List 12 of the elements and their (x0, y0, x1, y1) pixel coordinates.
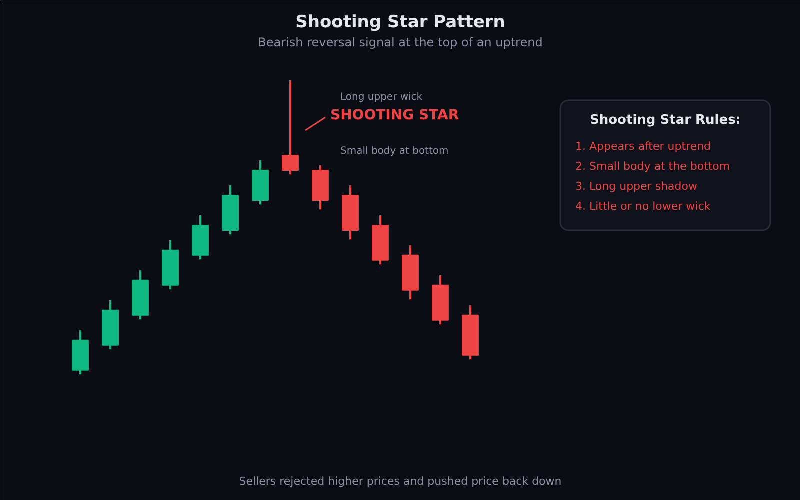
text: Sellers rejected higher prices and pushed price back down (239, 475, 562, 488)
annotation: Long upper wick (340, 92, 423, 103)
text: Shooting Star Rules: (590, 113, 741, 128)
chart-subtitle: Bearish reversal signal at the top of an uptrend (258, 36, 543, 50)
text: 3. Long upper shadow (576, 180, 698, 193)
annotation: Small body at bottom (340, 146, 449, 157)
text: 1. Appears after uptrend (576, 140, 712, 153)
annotation: SHOOTING STAR (330, 108, 460, 124)
text: 4. Little or no lower wick (576, 200, 712, 213)
text: 2. Small body at the bottom (576, 160, 730, 173)
candlestick (282, 80, 299, 176)
chart-title: Shooting Star Pattern (296, 12, 506, 32)
